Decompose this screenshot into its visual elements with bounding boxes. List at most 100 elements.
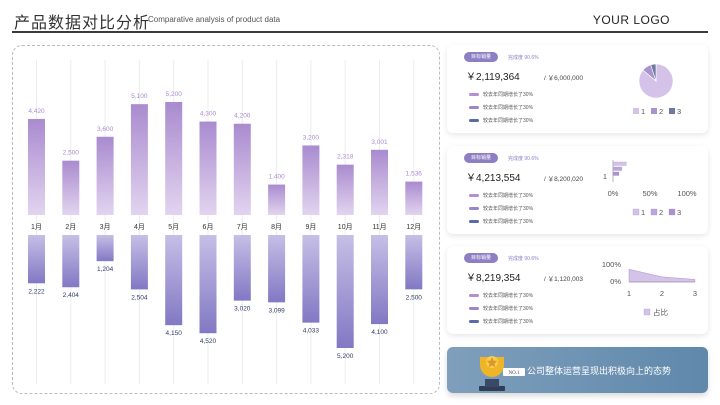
- data-label-lower: 5,200: [337, 353, 354, 360]
- bar-lower: [130, 235, 148, 290]
- bar-upper: [371, 149, 388, 215]
- x-tick-label: 100%: [677, 189, 697, 198]
- legend-swatch: [633, 108, 639, 114]
- legend-label: 占比: [653, 307, 668, 317]
- bar-upper: [96, 136, 114, 215]
- legend-label: 2: [659, 208, 663, 217]
- x-tick-label: 0%: [608, 189, 619, 198]
- data-label-lower: 2,504: [131, 294, 148, 301]
- bar-upper: [165, 102, 183, 215]
- kpi-growth-line: 较去年同期增长了30%: [469, 117, 533, 124]
- kpi-growth-text: 较去年同期增长了30%: [483, 293, 534, 299]
- legend-swatch: [651, 108, 657, 114]
- legend-dash: [469, 106, 479, 109]
- kpi-card: 目标销量 完成度 90.6% ￥2,119,364 / ￥6,000,000 较去年同期…: [447, 45, 708, 133]
- data-label-upper: 5,200: [166, 91, 183, 98]
- legend-dash: [469, 194, 479, 197]
- x-tick-label: 6月: [203, 223, 214, 231]
- header-rule: [12, 31, 708, 33]
- x-tick-label: 10月: [338, 223, 353, 231]
- kpi-tag: 目标销量: [464, 52, 498, 62]
- bar-lower: [165, 235, 183, 326]
- legend-swatch: [650, 208, 658, 216]
- bar-upper: [62, 160, 80, 215]
- hbar: [612, 161, 627, 166]
- data-label-lower: 2,500: [406, 294, 423, 301]
- y-tick-label: 1: [603, 172, 607, 181]
- data-label-lower: 2,222: [28, 288, 45, 295]
- data-label-upper: 4,420: [28, 108, 45, 115]
- summary-banner: NO.1 公司整体运营呈现出积极向上的态势: [447, 347, 708, 393]
- legend-dash: [469, 220, 479, 223]
- bar-upper: [405, 181, 423, 215]
- bar-lower: [199, 235, 217, 334]
- data-label-upper: 3,200: [303, 134, 320, 141]
- data-label-lower: 4,150: [166, 330, 183, 337]
- x-tick-label: 7月: [237, 223, 248, 231]
- data-label-lower: 4,033: [303, 328, 320, 335]
- kpi-growth-text: 较去年同期增长了30%: [483, 105, 534, 111]
- data-label-upper: 4,200: [234, 113, 251, 120]
- legend-dash: [469, 207, 479, 210]
- data-label-lower: 3,020: [234, 306, 251, 313]
- monthly-bar-chart: 4,420 1月 2,222 2,500 2月 2,404 3,600 3月 1,204 5,10…: [28, 60, 423, 384]
- legend-dash: [469, 320, 479, 323]
- legend-dash: [469, 93, 479, 96]
- legend-dash: [469, 119, 479, 122]
- kpi-growth-text: 较去年同期增长了30%: [483, 92, 534, 98]
- kpi-comparison: 完成度 90.6%: [508, 156, 539, 162]
- bar-lower: [405, 235, 423, 290]
- bar-upper: [268, 184, 286, 215]
- kpi-growth-line: 较去年同期增长了30%: [469, 218, 533, 225]
- kpi-value: ￥2,119,364: [466, 72, 520, 83]
- kpi-growth-text: 较去年同期增长了30%: [483, 306, 534, 312]
- kpi-growth-line: 较去年同期增长了30%: [469, 292, 533, 299]
- hbar: [612, 166, 623, 171]
- data-label-lower: 4,520: [200, 338, 217, 345]
- kpi-growth-line: 较去年同期增长了30%: [469, 91, 533, 98]
- pie-slice: [650, 63, 657, 82]
- data-label-upper: 2,500: [63, 150, 80, 157]
- kpi-value: ￥4,213,554: [466, 173, 521, 184]
- kpi-growth-line: 较去年同期增长了30%: [469, 205, 533, 212]
- kpi-mini-chart: 100% 0% 1 2 3 占比: [602, 260, 697, 317]
- kpi-target: / ￥8,200,020: [544, 176, 584, 183]
- kpi-card: 目标销量 完成度 90.6% ￥8,219,354 / ￥1,120,003 较去年同期…: [447, 246, 708, 334]
- data-label-upper: 1,536: [406, 171, 423, 178]
- legend-swatch: [643, 308, 651, 316]
- banner-text: 公司整体运营呈现出积极向上的态势: [527, 366, 672, 376]
- x-tick-label: 2月: [65, 223, 76, 231]
- area-series: [628, 268, 696, 283]
- trophy-icon: NO.1: [479, 356, 525, 391]
- kpi-target: / ￥1,120,003: [544, 276, 584, 283]
- x-tick-label: 9月: [305, 223, 316, 231]
- kpi-growth-line: 较去年同期增长了30%: [469, 318, 533, 325]
- data-label-lower: 1,204: [97, 266, 114, 273]
- x-tick-label: 3月: [100, 223, 111, 231]
- bar-upper: [302, 145, 320, 215]
- x-tick-label: 4月: [134, 223, 145, 231]
- y-tick-label: 100%: [602, 260, 622, 269]
- x-tick-label: 5月: [168, 223, 179, 231]
- kpi-tag: 目标销量: [464, 253, 498, 263]
- bar-upper: [336, 164, 354, 215]
- data-label-upper: 1,400: [268, 174, 285, 181]
- kpi-growth-text: 较去年同期增长了30%: [483, 193, 534, 199]
- kpi-comparison: 完成度 90.6%: [508, 256, 539, 262]
- kpi-card: 目标销量 完成度 90.6% ￥4,213,554 / ￥8,200,020 较去年同期…: [447, 146, 708, 234]
- hbar: [612, 171, 620, 176]
- data-label-upper: 3,001: [371, 139, 388, 146]
- bar-lower: [28, 235, 45, 284]
- bar-lower: [62, 235, 80, 288]
- legend-label: 1: [641, 208, 645, 217]
- x-tick-label: 12月: [406, 223, 421, 231]
- x-tick-label: 50%: [642, 189, 657, 198]
- legend-label: 1: [641, 107, 645, 116]
- kpi-mini-chart: 1 2 3: [633, 63, 681, 116]
- kpi-growth-line: 较去年同期增长了30%: [469, 192, 533, 199]
- data-label-upper: 3,600: [97, 126, 114, 133]
- badge-label: NO.1: [509, 371, 520, 376]
- data-label-lower: 3,099: [268, 307, 285, 314]
- legend-dash: [469, 294, 479, 297]
- bar-lower: [268, 235, 286, 303]
